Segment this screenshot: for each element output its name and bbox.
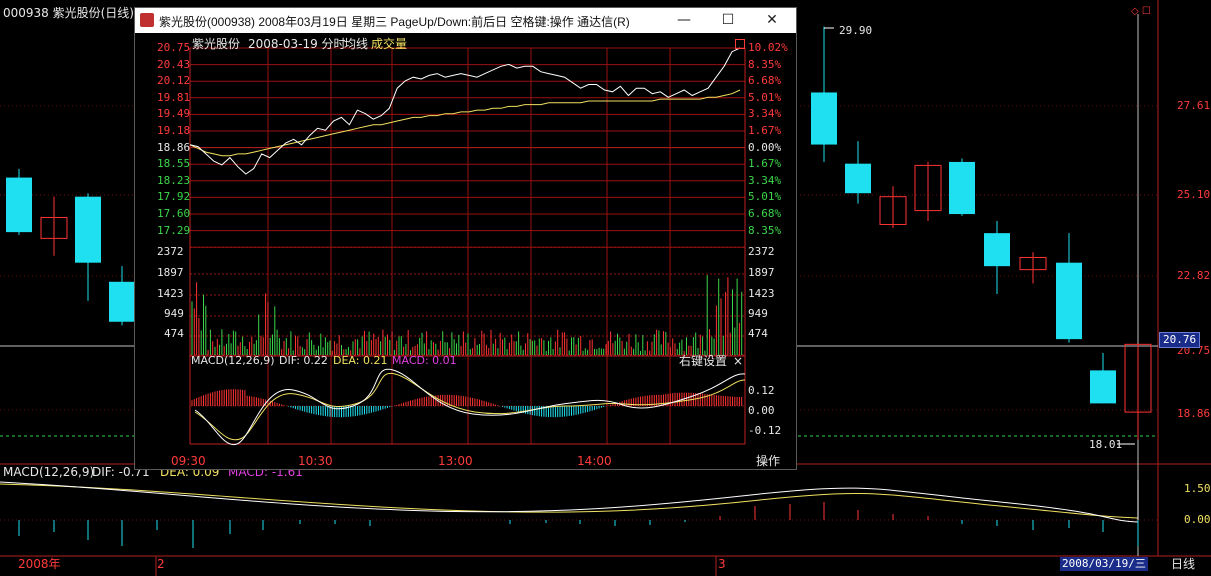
left-price-label: 17.92 <box>157 190 191 204</box>
avg-price-line <box>189 89 741 157</box>
right-percent-label: 1.67% <box>748 157 782 171</box>
macd-dif-line <box>0 481 1139 523</box>
time-label-1300: 13:00 <box>438 454 473 468</box>
macd-dea-line <box>0 483 1139 519</box>
candle-down <box>1056 262 1082 340</box>
vol-label-r3: 1423 <box>748 287 775 300</box>
action-button[interactable]: 操作 <box>756 454 781 468</box>
popup-macd-name: MACD(12,26,9) <box>191 354 275 367</box>
candle-up <box>1124 343 1152 413</box>
macd-axis-label-2: 0.00 <box>1184 513 1211 526</box>
month-3-label: 3 <box>718 557 726 571</box>
vol-label-r5: 474 <box>748 327 768 340</box>
crosshair-price-badge: 20.76 <box>1159 332 1201 348</box>
price-line <box>189 47 741 175</box>
candle-down <box>75 196 101 263</box>
popup-dea-line <box>194 372 746 441</box>
left-price-label: 18.86 <box>157 140 191 154</box>
left-price-label: 18.23 <box>157 173 191 187</box>
app-icon <box>140 13 154 27</box>
vol-label-1: 2372 <box>157 245 184 258</box>
right-percent-label: 8.35% <box>748 223 782 237</box>
time-label-1400: 14:00 <box>577 454 612 468</box>
right-percent-label: 5.01% <box>748 190 782 204</box>
vol-label-5: 474 <box>164 327 184 340</box>
right-percent-label: 6.68% <box>748 207 782 220</box>
macd-close-icon[interactable]: × <box>733 354 744 368</box>
right-percent-label: 8.35% <box>748 57 782 71</box>
candle-up <box>879 196 907 225</box>
axis-label-1: 27.61 <box>1177 99 1211 112</box>
restore-icon[interactable]: ◇ ☐ <box>1131 6 1151 17</box>
right-percent-label: 3.34% <box>748 107 782 121</box>
left-price-label: 17.29 <box>157 223 191 237</box>
popup-date: 2008-03-19 分时 <box>248 37 346 51</box>
candle-up <box>40 217 68 239</box>
candle-down <box>109 281 135 322</box>
vol-label-r1: 2372 <box>748 245 775 258</box>
main-title: 000938 紫光股份(日线) <box>3 6 134 20</box>
right-percent-label: 1.67% <box>748 124 782 137</box>
candle-down <box>1090 370 1116 404</box>
vol-label-2: 1897 <box>157 266 184 279</box>
intraday-canvas <box>189 47 746 446</box>
candle-down <box>845 163 871 194</box>
axis-label-2: 25.10 <box>1177 188 1211 201</box>
minimize-button[interactable]: — <box>677 12 691 28</box>
popup-macd-axis-1: 0.12 <box>748 384 775 397</box>
right-percent-label: 10.02% <box>748 41 788 54</box>
axis-label-3: 22.82 <box>1177 269 1211 282</box>
maximize-button[interactable]: ☐ <box>721 12 735 28</box>
year-label: 2008年 <box>18 557 61 571</box>
main-macd-name: MACD(12,26,9) <box>3 465 95 479</box>
candle-down <box>811 92 837 145</box>
volume-label: 成交量 <box>371 37 408 51</box>
selected-date-badge: 2008/03/19/三 <box>1060 557 1148 571</box>
macd-axis-label-1: 1.50 <box>1184 482 1211 495</box>
popup-title: 紫光股份(000938) 2008年03月19日 星期三 PageUp/Down… <box>159 15 630 29</box>
low-price-label: 18.01 <box>1089 438 1123 451</box>
candle-down <box>949 161 975 215</box>
right-percent-label: 6.68% <box>748 74 782 88</box>
left-price-label: 20.75 <box>157 41 191 54</box>
right-percent-label: 5.01% <box>748 90 782 104</box>
popup-macd-axis-3: -0.12 <box>748 424 782 437</box>
right-click-settings[interactable]: 右键设置 <box>679 354 728 368</box>
popup-dif-line <box>194 368 746 446</box>
candle-down <box>6 177 32 233</box>
popup-macd-axis-2: 0.00 <box>748 404 775 417</box>
left-price-label: 20.12 <box>157 74 191 88</box>
avg-line-label: 均线 <box>344 37 369 51</box>
vol-label-3: 1423 <box>157 287 184 300</box>
left-price-label: 17.60 <box>157 207 191 220</box>
time-label-1030: 10:30 <box>298 454 333 468</box>
popup-stock-name: 紫光股份 <box>192 37 241 51</box>
month-2-label: 2 <box>157 557 165 571</box>
vol-label-r4: 949 <box>748 307 768 320</box>
intraday-popup-window[interactable]: 紫光股份(000938) 2008年03月19日 星期三 PageUp/Down… <box>134 7 797 470</box>
left-price-label: 19.18 <box>157 124 191 137</box>
popup-restore-icon[interactable] <box>735 39 745 49</box>
time-label-0930: 09:30 <box>171 454 206 468</box>
right-percent-label: 0.00% <box>748 140 782 154</box>
close-button[interactable]: ✕ <box>766 12 778 28</box>
vol-label-r2: 1897 <box>748 266 775 279</box>
popup-macd-dif: DIF: 0.22 <box>279 354 328 367</box>
candle-up <box>1019 256 1047 271</box>
right-percent-label: 3.34% <box>748 173 782 187</box>
period-button[interactable]: 日线 <box>1171 557 1196 571</box>
candle-down <box>984 233 1010 267</box>
left-price-label: 18.55 <box>157 157 191 171</box>
popup-macd-value: MACD: 0.01 <box>392 354 457 367</box>
popup-titlebar[interactable]: 紫光股份(000938) 2008年03月19日 星期三 PageUp/Down… <box>135 8 796 33</box>
left-price-label: 19.81 <box>157 90 191 104</box>
candle-up <box>914 164 942 212</box>
vol-label-4: 949 <box>164 307 184 320</box>
high-price-label: 29.90 <box>839 24 873 37</box>
left-price-label: 19.49 <box>157 107 191 121</box>
left-price-label: 20.43 <box>157 57 191 71</box>
axis-label-5: 18.86 <box>1177 407 1211 420</box>
popup-macd-dea: DEA: 0.21 <box>333 354 388 367</box>
